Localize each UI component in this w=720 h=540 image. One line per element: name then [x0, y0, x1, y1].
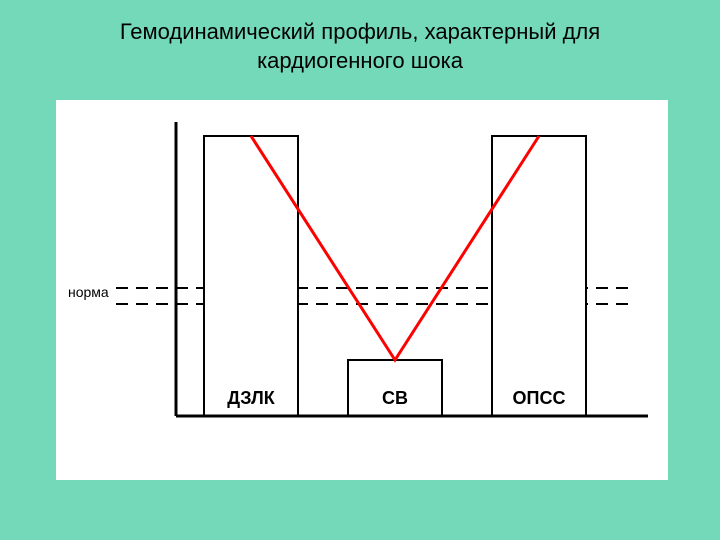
slide: Гемодинамический профиль, характерный дл… [0, 0, 720, 540]
bar-label-sv: СВ [348, 388, 442, 409]
hemodynamic-chart [56, 100, 668, 480]
slide-title: Гемодинамический профиль, характерный дл… [0, 0, 720, 75]
title-line-1: Гемодинамический профиль, характерный дл… [120, 19, 600, 44]
title-line-2: кардиогенного шока [257, 48, 463, 73]
bar-label-opss: ОПСС [492, 388, 586, 409]
chart-panel: ДЗЛК СВ ОПСС норма [56, 100, 668, 480]
bar-label-dzlk: ДЗЛК [204, 388, 298, 409]
norm-label: норма [68, 284, 109, 300]
